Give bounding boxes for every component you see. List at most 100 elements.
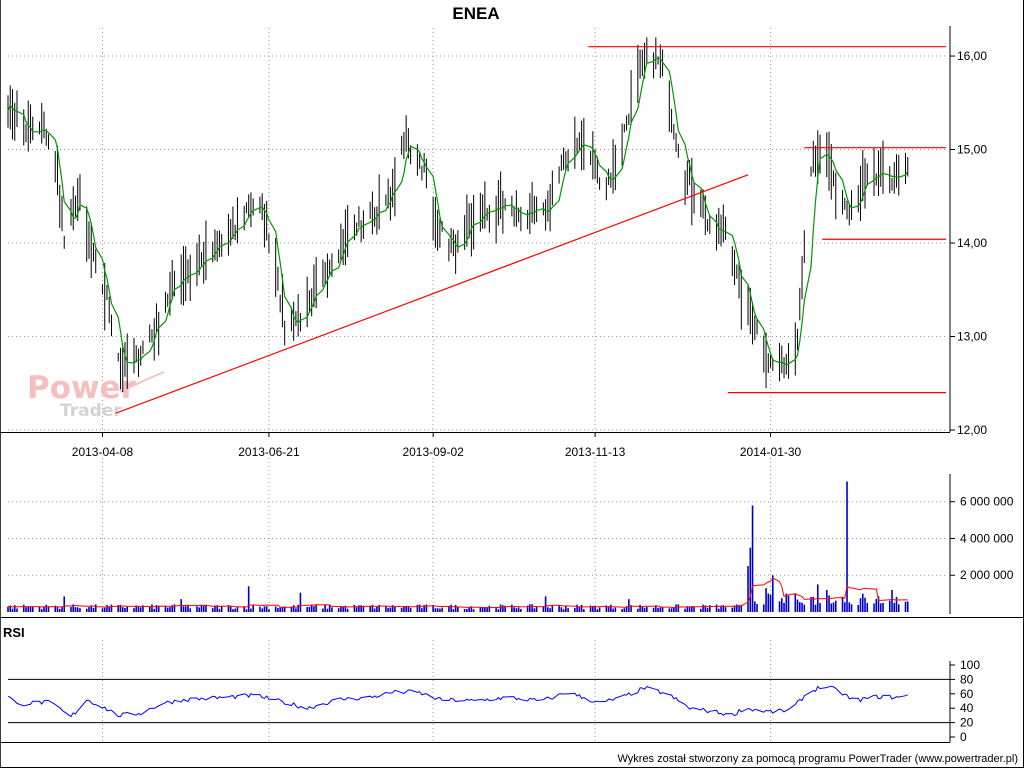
volume-bar [906,601,909,612]
volume-bar [110,604,113,612]
volume-bar [148,606,151,612]
volume-bar [360,605,362,612]
volume-bar [502,605,504,612]
rsi-y-tick-label: 20 [960,716,974,730]
volume-panel [7,481,909,612]
volume-bar [657,607,659,612]
volume-bar [639,604,641,612]
volume-bar [596,609,599,612]
volume-bar [142,605,144,612]
volume-bar [547,607,549,612]
volume-bar [859,598,862,612]
volume-bar [470,606,473,612]
volume-bar [283,606,286,612]
volume-bar [400,607,403,612]
volume-bar [567,608,569,612]
volume-bar [897,604,900,612]
volume-bar [7,606,9,612]
volume-bar [281,607,284,612]
volume-bar [297,604,299,612]
volume-bar [765,588,767,612]
volume-bar [688,606,691,612]
volume-bar [693,606,695,612]
rsi-panel [7,685,908,718]
volume-bar [405,606,407,612]
volume-bar [90,605,93,612]
volume-bar [834,600,837,612]
rsi-panel-label: RSI [3,625,25,640]
volume-bar [738,605,740,612]
volume-bar [841,596,844,612]
volume-bar [762,604,765,612]
volume-bar [614,607,617,612]
volume-bar [848,602,851,612]
volume-y-tick-label: 4 000 000 [960,531,1014,545]
volume-bar [488,605,491,612]
volume-bar [731,607,734,612]
watermark-swoosh-icon [119,371,165,393]
volume-bar [904,601,907,612]
volume-bar [421,608,423,612]
volume-bar [101,608,104,612]
volume-bar [740,604,743,612]
volume-bar [504,605,506,612]
volume-bar [119,604,122,612]
rsi-line [7,685,908,718]
chart-title: ENEA [452,4,499,23]
x-tick-label: 2013-09-02 [402,445,464,459]
price-y-tick-label: 14,00 [957,236,987,250]
volume-bar [232,609,234,612]
volume-bar [832,602,835,612]
volume-bar [751,505,754,612]
volume-bar [326,608,329,612]
volume-bar [621,609,623,612]
volume-bar [497,609,500,612]
volume-bar [646,606,648,612]
volume-bar [54,605,57,612]
volume-bar [882,602,884,612]
volume-bar [385,605,387,612]
volume-bar [439,608,441,612]
volume-bar [691,606,693,612]
volume-bar [558,605,560,612]
volume-bar [796,599,799,612]
volume-bar [873,603,875,612]
volume-bar [58,609,61,612]
volume-bar [565,606,567,612]
volume-bar [27,606,30,612]
volume-bar [576,604,578,612]
volume-bar [418,604,421,612]
volume-bar [706,607,709,612]
volume-bar [45,604,48,612]
volume-y-tick-label: 6 000 000 [960,495,1014,509]
grid-lines: 2013-04-08 2013-06-21 2013-09-02 2013-11-13… [8,28,1014,744]
volume-bar [211,608,214,612]
volume-bar [846,481,848,612]
volume-bar [79,608,81,612]
volume-bar [409,607,412,612]
x-tick-label: 2013-11-13 [565,445,626,459]
volume-bar [888,600,891,612]
volume-bar [124,607,126,612]
volume-bar [198,607,200,612]
volume-bar [295,608,297,612]
volume-bar [236,606,239,612]
volume-bar [292,605,295,612]
volume-bar [243,606,245,612]
volume-bar [675,604,677,612]
volume-bar [117,605,120,612]
volume-bar [187,605,189,612]
volume-bar [92,607,95,612]
volume-bar [11,608,14,612]
powertrader-watermark: Power Trader [27,370,165,421]
volume-bar [407,606,410,612]
volume-bar [22,604,25,612]
volume-bar [580,604,583,612]
volume-bar [661,607,664,612]
volume-bar [749,547,752,612]
volume-bar [72,604,75,612]
volume-bar [274,606,277,612]
x-tick-label: 2013-06-21 [238,445,300,459]
volume-bar [803,604,806,612]
volume-bar [202,605,205,612]
